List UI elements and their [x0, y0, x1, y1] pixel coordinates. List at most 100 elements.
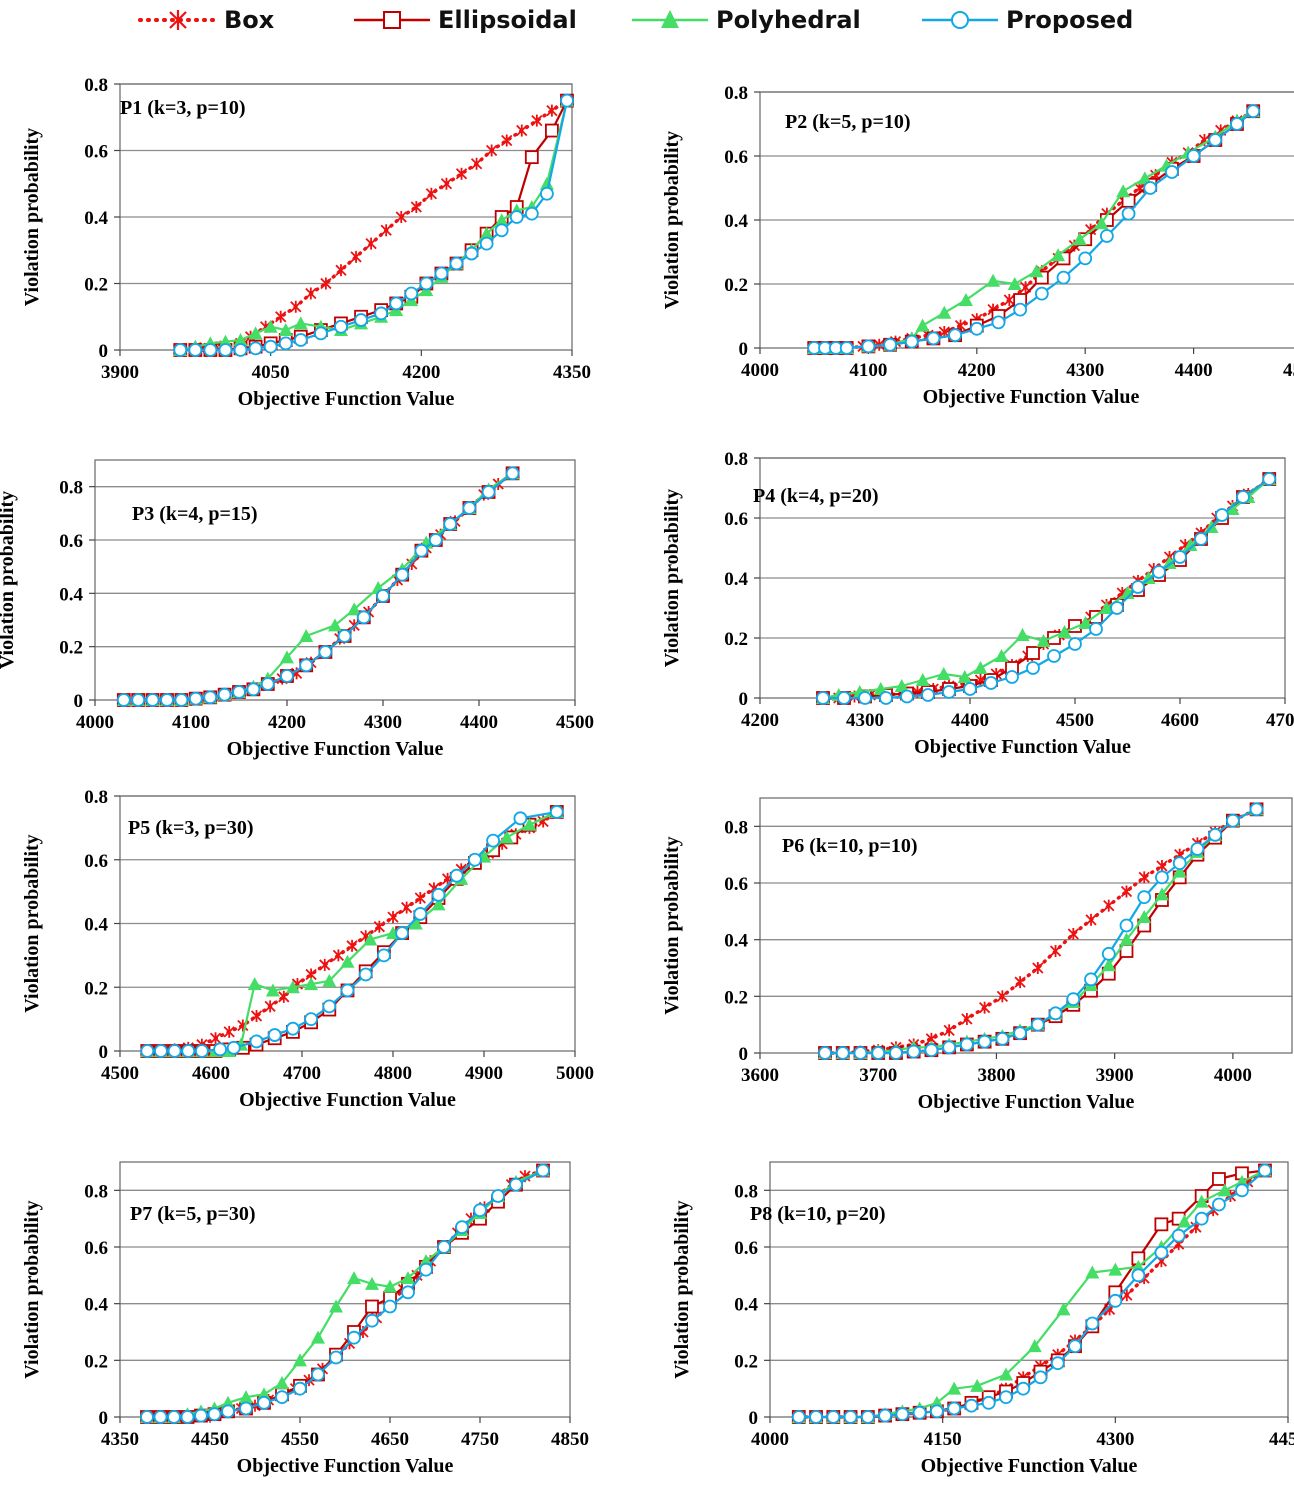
p1-series-proposed-point-2 — [203, 343, 218, 357]
p5-series-polyhedral-point-14 — [363, 932, 378, 946]
p6-series-box-point-17 — [1120, 885, 1133, 898]
legend-label-ellipsoidal: Ellipsoidal — [438, 6, 577, 34]
p1-series-proposed-point-8 — [293, 333, 308, 347]
p8-series-proposed-point-12 — [999, 1390, 1013, 1405]
p3-series-proposed-point-10 — [260, 677, 275, 691]
chart-p5: 0 0.2 0.4 0.6 0.8 4500 4600 4700 4800 4900 5000 Obj… — [21, 787, 594, 1111]
p3-ytick-label-1: 0.2 — [59, 638, 83, 659]
p4-xtick-label-3: 4500 — [1056, 710, 1094, 731]
legend-item-proposed: Proposed — [920, 4, 1133, 36]
p1-series-polyhedral-point-5 — [248, 326, 263, 340]
p6-series-polyhedral-point-20 — [1172, 864, 1187, 878]
p1-xtick-label-2: 4200 — [402, 362, 440, 383]
p1-series-proposed-point-22 — [524, 206, 539, 221]
p8-series-proposed-point-25 — [1258, 1163, 1272, 1178]
p5-xtick-label-0: 4500 — [101, 1063, 139, 1084]
p8-series-proposed-point-8 — [930, 1404, 944, 1419]
p5-series-box-point-5 — [209, 1032, 222, 1045]
p8-series-polyhedral-point-12 — [1027, 1339, 1042, 1353]
p1-ytick-label-2: 0.4 — [84, 208, 108, 229]
p1-xtick-label-3: 4350 — [553, 362, 591, 383]
p4-series-proposed — [816, 472, 1277, 705]
p2-series-proposed-point-10 — [991, 315, 1006, 330]
p1-ytick-label-3: 0.6 — [84, 142, 108, 163]
p3-xtick-label-1: 4100 — [172, 712, 210, 733]
p6-ytick-label-0: 0 — [739, 1044, 749, 1065]
legend-marker-box — [138, 10, 218, 30]
p4-series-proposed-point-11 — [1047, 649, 1061, 663]
p7-series-proposed — [140, 1163, 550, 1424]
p8-plot-frame — [769, 1161, 1289, 1418]
p8-series-proposed-point-1 — [809, 1410, 823, 1424]
p2-series-proposed-point-5 — [883, 337, 897, 352]
p7-series-proposed-point-10 — [293, 1381, 307, 1396]
p1-ytick-label-1: 0.2 — [84, 275, 108, 296]
p5-series-proposed-point-19 — [467, 852, 482, 867]
p3-series-proposed-point-12 — [299, 658, 314, 673]
p8-series-proposed-point-17 — [1085, 1316, 1100, 1331]
p2-series-ellipsoidal-line — [814, 110, 1254, 350]
p6-series-proposed-point-1 — [835, 1046, 850, 1060]
p8-series-proposed-point-21 — [1171, 1228, 1186, 1243]
p7-series-proposed-point-13 — [347, 1330, 361, 1345]
p6-series-proposed — [818, 802, 1264, 1060]
p5-y-axis-title: Violation probability — [21, 834, 43, 1012]
p5-series-proposed — [140, 805, 564, 1058]
p1-series-proposed-point-11 — [354, 313, 368, 327]
p2-xtick-label-4: 4400 — [1175, 360, 1213, 381]
p3-ytick-label-3: 0.6 — [59, 531, 83, 552]
p6-xtick-label-0: 3600 — [741, 1065, 779, 1086]
p5-series-polyhedral-point-11 — [304, 977, 319, 991]
p1-series-proposed-point-16 — [434, 266, 449, 281]
p1-series-box-point-19 — [470, 157, 483, 170]
p4-series-proposed-point-1 — [837, 691, 851, 705]
p6-series-proposed-point-0 — [818, 1046, 832, 1060]
p3-series-polyhedral-point-12 — [299, 629, 314, 642]
p2-series-polyhedral — [807, 104, 1261, 354]
p8-ytick-label-4: 0.8 — [734, 1181, 758, 1202]
p2-series-polyhedral-point-14 — [1072, 232, 1087, 246]
p3-series-proposed-point-20 — [443, 517, 458, 531]
p2-ytick-label-1: 0.2 — [724, 275, 748, 296]
p5-series-proposed-point-12 — [340, 983, 355, 998]
legend-item-box: Box — [138, 4, 274, 36]
p3-series-proposed-point-21 — [462, 501, 477, 515]
p2-series-proposed-point-7 — [926, 331, 941, 346]
p2-series-proposed-point-8 — [948, 328, 963, 343]
p4-series-proposed-point-19 — [1215, 508, 1229, 522]
p7-series-proposed-point-20 — [473, 1203, 487, 1218]
p6-ytick-label-3: 0.6 — [724, 874, 748, 895]
p6-series-proposed-point-9 — [977, 1034, 992, 1049]
p2-xtick-label-3: 4300 — [1066, 360, 1104, 381]
p4-xtick-label-2: 4400 — [951, 710, 989, 731]
p8-series-proposed-point-7 — [912, 1405, 927, 1420]
p4-series-proposed-point-16 — [1152, 565, 1166, 579]
p2-series-box-line — [812, 109, 1255, 350]
p5-series-polyhedral-point-8 — [247, 977, 262, 991]
p5-series-proposed-point-13 — [358, 967, 373, 982]
p6-series-proposed-point-5 — [906, 1044, 921, 1059]
p2-series-proposed-point-13 — [1056, 270, 1071, 285]
p8-series-polyhedral-point-10 — [970, 1378, 985, 1392]
p3-series-proposed-point-17 — [395, 567, 410, 582]
p6-series-polyhedral-point-16 — [1101, 958, 1116, 972]
p4-ytick-label-4: 0.8 — [724, 449, 748, 470]
p6-series-proposed-point-3 — [871, 1046, 886, 1060]
p1-series-box-point-21 — [501, 134, 513, 147]
p4-y-axis-title: Violation probability — [661, 489, 683, 667]
p3-series-proposed-point-6 — [203, 690, 218, 705]
p6-series-proposed-point-12 — [1030, 1017, 1045, 1032]
p1-series-box-point-13 — [380, 224, 392, 237]
p1-series-box-point-7 — [290, 300, 302, 313]
p5-series-box-point-9 — [264, 1000, 276, 1013]
p8-series-proposed-point-3 — [843, 1410, 858, 1424]
p1-x-axis-title: Objective Function Value — [238, 388, 455, 410]
p6-series-proposed-point-2 — [853, 1046, 868, 1060]
p7-xtick-label-3: 4650 — [371, 1429, 409, 1450]
p4-xtick-label-4: 4600 — [1161, 710, 1199, 731]
p6-plot-frame — [759, 797, 1293, 1054]
p5-series-proposed-point-0 — [140, 1044, 155, 1058]
p6-series-proposed-point-22 — [1208, 827, 1223, 842]
p4-series-polyhedral-point-5 — [915, 673, 930, 686]
p3-plot-frame — [94, 459, 576, 701]
